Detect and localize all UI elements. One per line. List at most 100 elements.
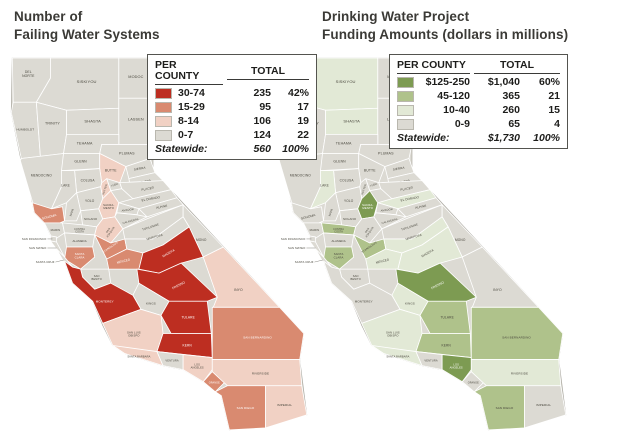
legend-total: 106 — [253, 115, 271, 128]
county-label-tulare: TULARE — [181, 315, 194, 319]
county-imperial — [265, 385, 308, 429]
per-county-header: PER COUNTY — [155, 59, 223, 86]
county-label-santa-clara: SANTA CLARA — [334, 252, 344, 259]
county-label-tuolumne: TUOLUMNE — [142, 222, 160, 231]
legend-swatch — [397, 77, 414, 89]
county-label-placer: PLACER — [141, 185, 155, 191]
county-label-amador: AMADOR — [380, 207, 393, 213]
county-label-tehama: TEHAMA — [336, 141, 352, 145]
county-label-orange: ORANGE — [468, 382, 479, 385]
legend-range: 0-9 — [454, 118, 470, 131]
legend-percent: 15 — [548, 104, 560, 117]
county-label-san-joaquin: SANJOAQUIN — [362, 224, 375, 238]
county-label-sacramento: SACRA-MENTO — [103, 203, 115, 210]
legend-swatch — [155, 88, 172, 100]
county-label-san-benito: SAN BENITO — [350, 274, 360, 281]
legend-swatch — [155, 130, 172, 142]
total-header: TOTAL — [474, 59, 560, 75]
legend-percent: 4 — [554, 118, 560, 131]
legend-swatch — [397, 105, 414, 117]
legend-range: 0-7 — [178, 129, 194, 142]
legend-total: 65 — [508, 118, 520, 131]
legend-range: 45-120 — [437, 90, 470, 103]
county-label-contra-costa: CONTRA COSTA — [74, 228, 85, 234]
county-label-madera: MADERA — [421, 248, 435, 258]
county-label-fresno: FRESNO — [430, 280, 445, 290]
county-label-ventura: VENTURA — [165, 359, 178, 363]
county-label-kings: KINGS — [146, 301, 156, 305]
county-label-sonoma: SONOMA — [300, 213, 316, 221]
county-label-yolo: YOLO — [344, 199, 354, 203]
county-label-santa-cruz: SANTA CRUZ — [36, 260, 55, 264]
county-label-alameda: ALAMEDA — [331, 239, 345, 243]
legend-total: 365 — [502, 90, 520, 103]
county-monterey — [323, 260, 401, 324]
county-label-fresno: FRESNO — [171, 280, 186, 290]
county-label-solano: SOLANO — [343, 217, 357, 221]
county-label-napa: NAPA — [327, 208, 333, 217]
legend-swatch — [155, 102, 172, 114]
statewide-label: Statewide: — [397, 132, 450, 145]
county-label-mendocino: MENDOCINO — [31, 174, 52, 178]
legend-range: 10-40 — [443, 104, 470, 117]
county-label-monterey: MONTEREY — [355, 299, 373, 303]
statewide-percent: 100% — [533, 132, 560, 145]
county-label-san-luis-obispo: SAN LUIS OBISPO — [127, 330, 141, 337]
county-label-san-bernardino: SAN BERNARDINO — [502, 335, 531, 339]
county-label-trinity: TRINITY — [45, 121, 60, 125]
county-los-angeles — [182, 354, 213, 383]
statewide-total: $1,730 — [487, 132, 520, 145]
county-label-merced: MERCED — [375, 257, 390, 264]
county-napa — [64, 192, 81, 222]
county-label-merced: MERCED — [116, 257, 131, 264]
county-label-san-francisco: SAN FRANCISCO — [281, 237, 306, 241]
county-label-el-dorado: EL DORADO — [400, 195, 420, 202]
county-label-mariposa: MARIPOSA — [405, 233, 422, 241]
county-label-placer: PLACER — [400, 185, 414, 191]
legend-percent: 22 — [297, 129, 309, 142]
county-label-mendocino: MENDOCINO — [290, 174, 311, 178]
county-calaveras — [114, 212, 148, 230]
county-label-san-mateo: SAN MATEO — [288, 246, 306, 250]
county-label-tuolumne: TUOLUMNE — [401, 222, 419, 231]
county-label-lake: LAKE — [320, 184, 329, 188]
county-napa — [323, 192, 340, 222]
county-label-tehama: TEHAMA — [77, 141, 93, 145]
legend-total: 95 — [259, 101, 271, 114]
county-label-kern: KERN — [182, 344, 192, 348]
statewide-label: Statewide: — [155, 143, 208, 156]
legend-range: 30-74 — [178, 87, 205, 100]
left-legend: PER COUNTY TOTAL 30-74 235 42% 15-29 95 … — [147, 54, 317, 161]
county-label-riverside: RIVERSIDE — [252, 372, 269, 376]
statewide-total: 560 — [253, 143, 271, 156]
county-label-marin: MARIN — [51, 228, 61, 232]
county-label-madera: MADERA — [162, 248, 176, 258]
legend-total: 260 — [502, 104, 520, 117]
county-label-sonoma: SONOMA — [41, 213, 57, 221]
county-los-angeles — [441, 354, 472, 383]
county-label-butte: BUTTE — [364, 169, 376, 173]
county-calaveras — [373, 212, 407, 230]
county-label-calaveras: CALAVERAS — [381, 217, 398, 225]
county-label-calaveras: CALAVERAS — [122, 217, 139, 225]
county-san-bernardino — [470, 306, 564, 360]
county-label-napa: NAPA — [68, 208, 74, 217]
county-label-inyo: INYO — [234, 288, 243, 292]
county-label-glenn: GLENN — [333, 160, 346, 164]
county-label-lassen: LASSEN — [128, 117, 144, 121]
county-label-sutter: SUTTER — [360, 183, 368, 195]
county-label-santa-clara: SANTA CLARA — [75, 252, 85, 259]
county-label-siskiyou: SISKIYOU — [336, 79, 356, 84]
legend-range: 8-14 — [178, 115, 200, 128]
county-label-alpine: ALPINE — [156, 204, 168, 210]
legend-swatch — [397, 119, 414, 131]
failing-water-systems-map: DEL NORTE SISKIYOU MODOC HUMBOLDT TRINITY SHAS… — [6, 54, 317, 440]
county-label-san-mateo: SAN MATEO — [29, 246, 47, 250]
county-label-kern: KERN — [441, 344, 451, 348]
county-label-santa-cruz: SANTA CRUZ — [295, 260, 314, 264]
county-label-colusa: COLUSA — [340, 179, 355, 183]
county-label-inyo: INYO — [493, 288, 502, 292]
county-san-bernardino — [211, 306, 305, 360]
county-imperial — [524, 385, 567, 429]
county-label-monterey: MONTEREY — [96, 299, 114, 303]
